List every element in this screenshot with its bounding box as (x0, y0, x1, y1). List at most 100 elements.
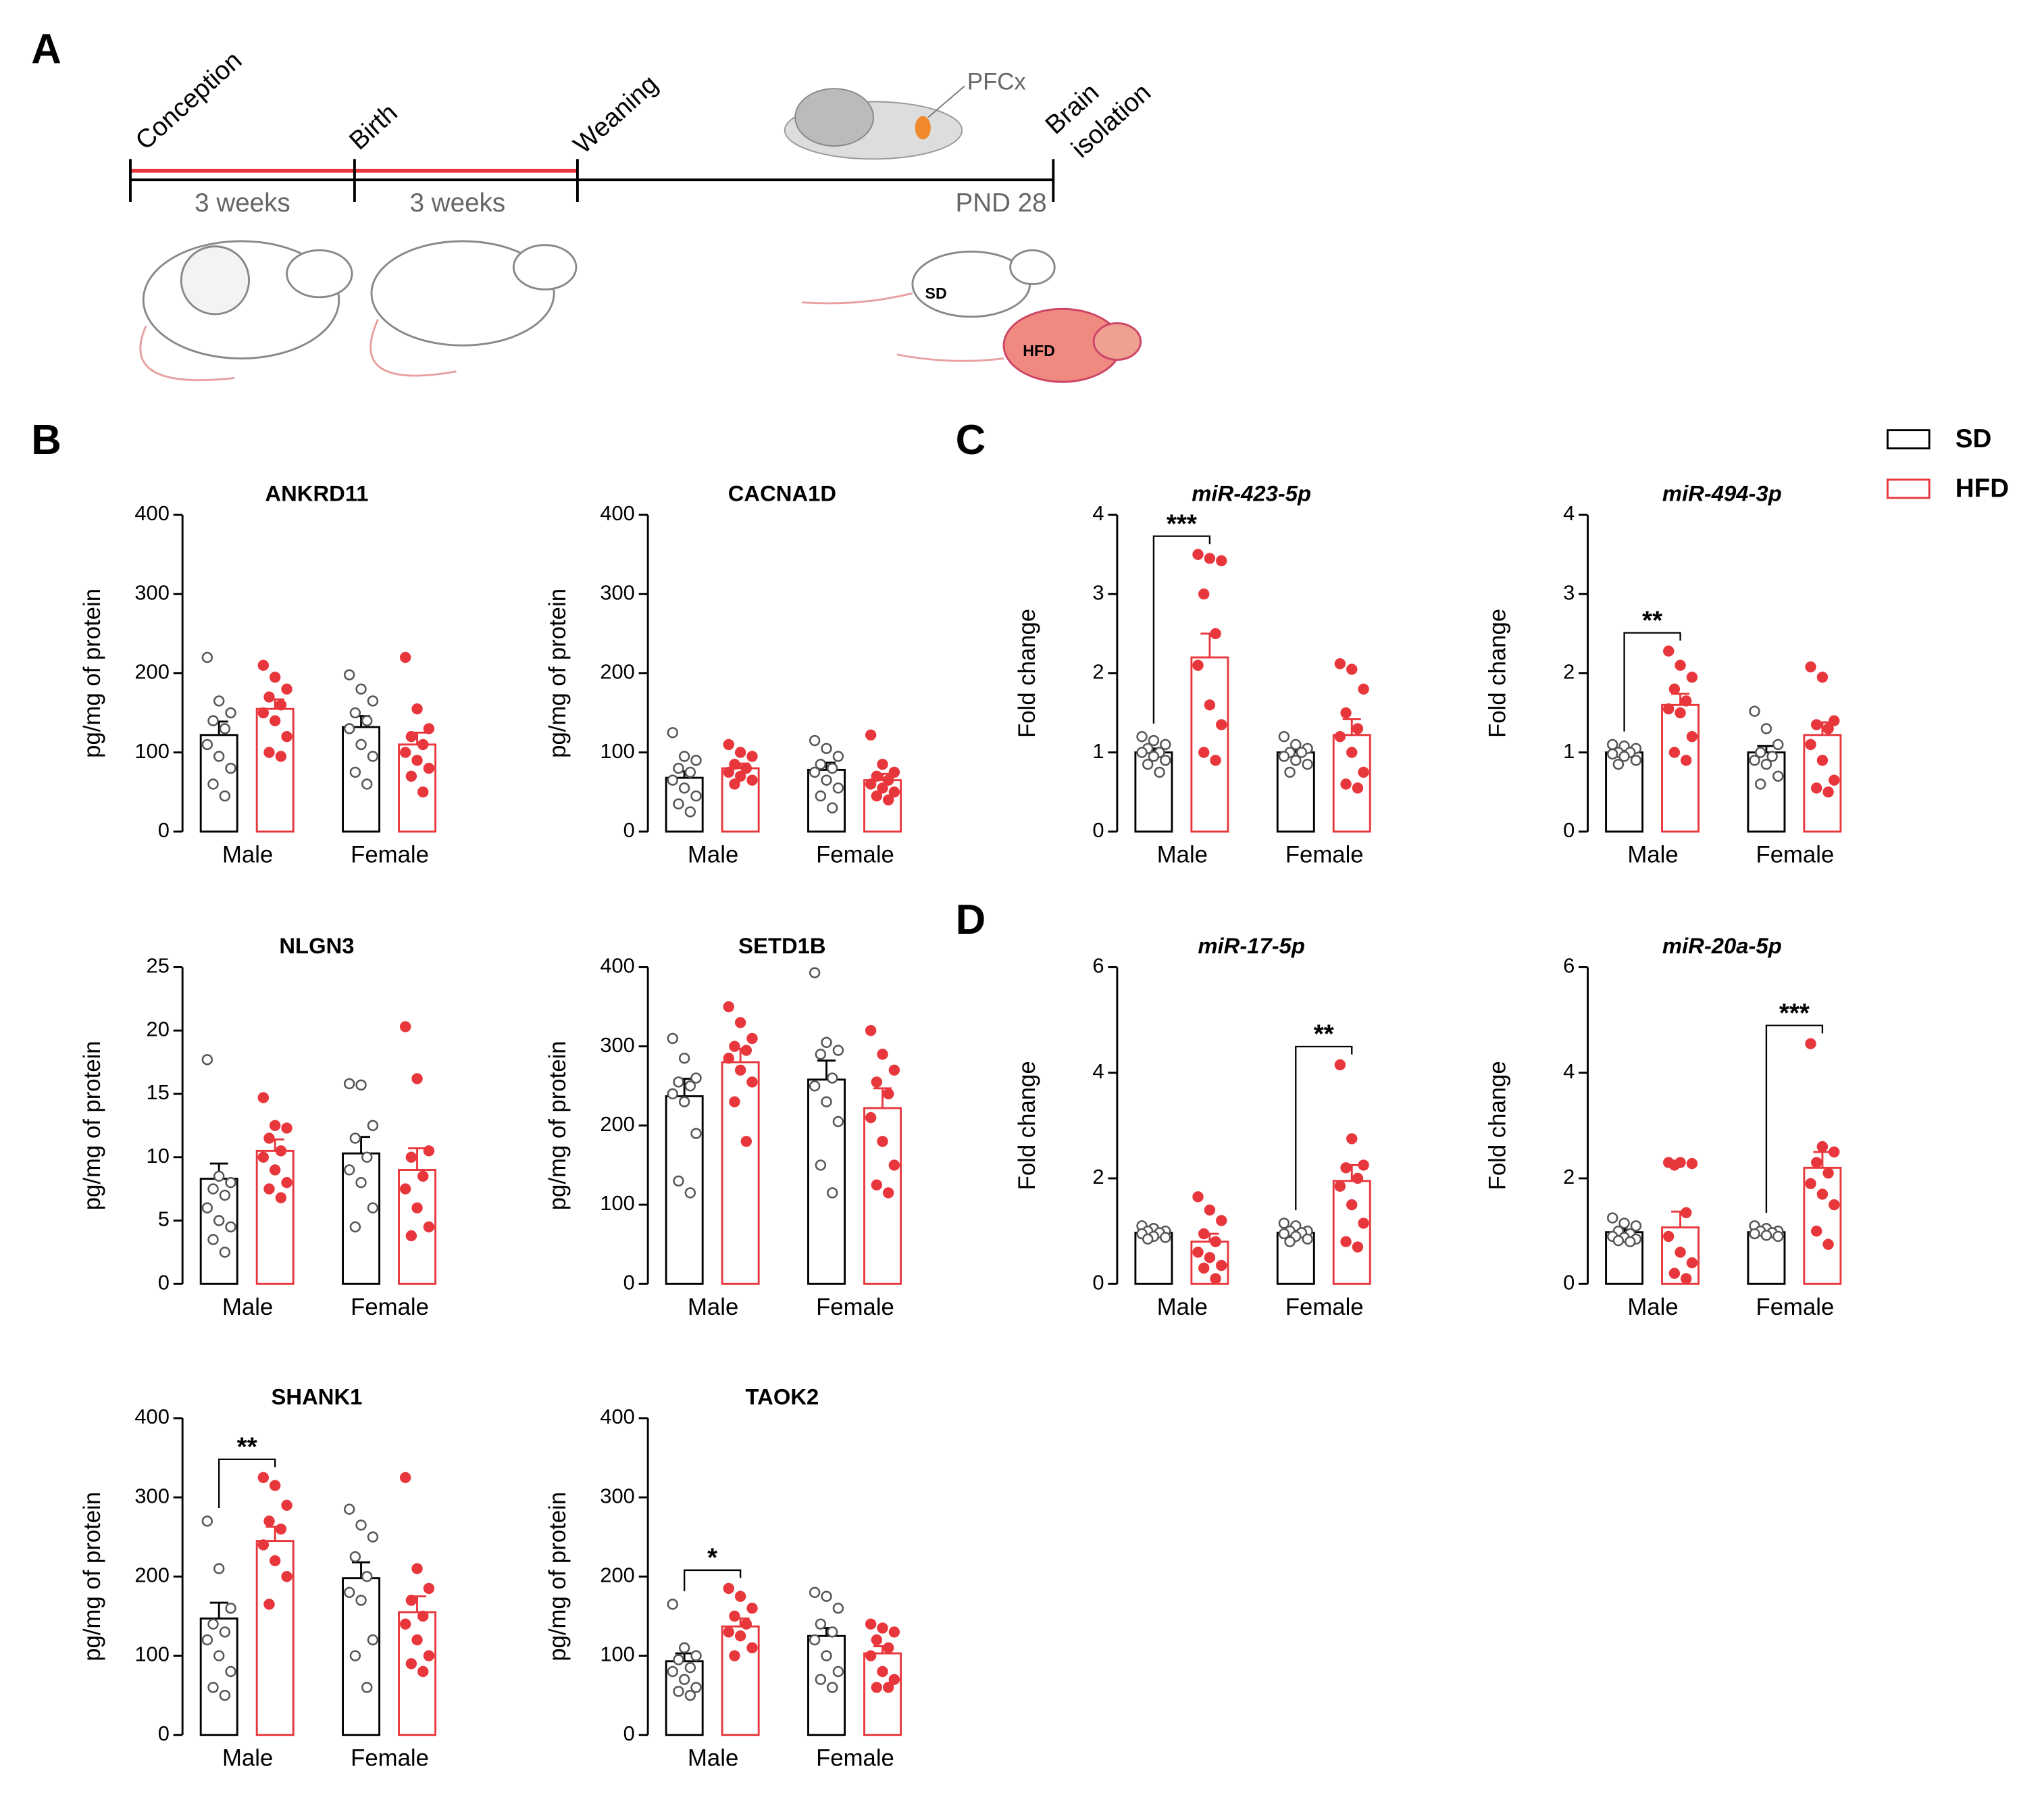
significance-label: ** (237, 1433, 257, 1462)
data-point (1142, 1233, 1154, 1245)
data-point (257, 707, 270, 719)
data-point (815, 1618, 827, 1630)
data-point (690, 1650, 702, 1661)
data-point (225, 1603, 236, 1614)
chart-title: NLGN3 (279, 933, 354, 958)
data-point (1816, 1188, 1829, 1200)
significance-label: ** (1314, 1020, 1334, 1049)
data-point (405, 1230, 417, 1242)
data-point (1811, 782, 1822, 794)
data-point (423, 723, 435, 734)
data-point (734, 1017, 746, 1028)
data-point (723, 766, 734, 778)
data-point (367, 1202, 379, 1213)
y-tick-label: 25 (147, 954, 170, 978)
data-point (1663, 1230, 1675, 1243)
data-point (1766, 751, 1778, 762)
data-point (405, 1151, 417, 1163)
data-point (1668, 1159, 1681, 1171)
data-point (411, 755, 423, 766)
data-point (225, 1177, 236, 1188)
data-point (219, 723, 231, 734)
data-point (684, 806, 696, 818)
data-point (734, 770, 746, 782)
data-point (1822, 1167, 1834, 1179)
y-tick-label: 4 (1563, 1059, 1575, 1083)
data-point (225, 1665, 236, 1678)
chart-title: SETD1B (738, 933, 825, 958)
data-point (1340, 1236, 1352, 1247)
mouse-nursing (370, 240, 555, 347)
data-point (734, 1630, 746, 1642)
mouse-label: SD (925, 284, 947, 302)
data-point (257, 1539, 270, 1551)
bar (342, 726, 381, 833)
data-point (888, 1626, 900, 1638)
chart-title: miR-17-5p (1198, 933, 1305, 958)
data-point (888, 1159, 900, 1171)
data-point (746, 1076, 758, 1088)
data-point (827, 1682, 838, 1693)
data-point (281, 1571, 292, 1582)
data-point (201, 1515, 213, 1527)
chart-title: miR-20a-5p (1662, 933, 1782, 958)
data-point (213, 751, 225, 762)
y-axis-label: pg/mg of protein (80, 1041, 105, 1210)
x-tick-label: Male (222, 1746, 273, 1772)
data-point (1749, 705, 1760, 717)
data-point (729, 1650, 740, 1661)
data-point (1829, 1199, 1840, 1211)
data-point (1290, 755, 1302, 766)
y-axis-label: pg/mg of protein (80, 588, 105, 758)
significance-label: *** (1167, 509, 1197, 538)
data-point (1302, 759, 1313, 770)
data-point (746, 1032, 758, 1045)
data-point (832, 1665, 844, 1678)
data-point (1630, 755, 1642, 766)
data-point (1352, 782, 1364, 794)
data-point (809, 967, 821, 978)
data-point (1668, 683, 1681, 695)
data-point (1216, 555, 1227, 567)
data-point (269, 1120, 281, 1132)
data-point (1198, 1228, 1210, 1240)
data-point (734, 1064, 746, 1076)
y-tick-label: 100 (134, 739, 170, 763)
legend-label: SD (1956, 424, 1992, 453)
data-point (281, 730, 292, 743)
data-point (423, 1221, 435, 1233)
data-point (827, 1187, 838, 1199)
data-point (1663, 645, 1675, 657)
data-point (1192, 549, 1204, 560)
data-point (1334, 1180, 1346, 1192)
data-point (882, 794, 894, 806)
y-tick-label: 200 (134, 1563, 170, 1587)
data-point (263, 1515, 275, 1527)
data-point (1334, 730, 1346, 743)
y-tick-label: 2 (1563, 1165, 1575, 1188)
y-tick-label: 0 (1563, 1270, 1575, 1294)
data-point (1192, 1191, 1204, 1203)
data-point (1816, 672, 1829, 683)
data-point (729, 759, 740, 770)
data-point (740, 762, 752, 774)
data-point (1278, 1228, 1290, 1240)
data-point (809, 734, 821, 747)
tail (896, 353, 1004, 362)
data-point (399, 651, 411, 663)
data-point (1290, 738, 1302, 751)
y-tick-label: 15 (147, 1080, 170, 1104)
x-tick-label: Male (688, 843, 738, 868)
data-point (827, 1072, 838, 1084)
data-point (729, 1041, 740, 1052)
data-point (1630, 1220, 1642, 1232)
pointer (927, 85, 965, 118)
data-point (1210, 1236, 1221, 1247)
data-point (201, 1634, 213, 1646)
data-point (729, 1610, 740, 1622)
data-point (673, 1076, 684, 1088)
data-point (263, 747, 275, 758)
data-point (1607, 748, 1618, 760)
data-point (871, 1076, 883, 1088)
y-axis-label: Fold change (1485, 609, 1510, 738)
